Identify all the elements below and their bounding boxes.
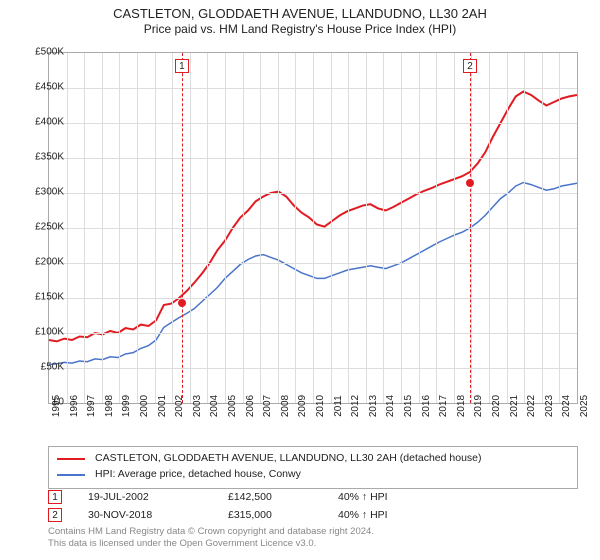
sale-row-1: 1 19-JUL-2002 £142,500 40% ↑ HPI [48,488,578,506]
y-axis-label: £300K [18,187,64,198]
y-axis-label: £400K [18,117,64,128]
x-axis-label: 2020 [491,395,502,417]
chart-container: CASTLETON, GLODDAETH AVENUE, LLANDUDNO, … [0,0,600,560]
legend-row-subject: CASTLETON, GLODDAETH AVENUE, LLANDUDNO, … [57,451,569,467]
x-axis-label: 2016 [421,395,432,417]
legend-swatch-subject [57,458,85,460]
attribution-line1: Contains HM Land Registry data © Crown c… [48,526,578,538]
legend-label-hpi: HPI: Average price, detached house, Conw… [95,467,301,483]
sale-pct-1: 40% ↑ HPI [338,491,458,503]
x-axis-label: 2001 [157,395,168,417]
x-axis-label: 1997 [86,395,97,417]
x-axis-label: 2017 [438,395,449,417]
sale-marker-1: 1 [48,490,62,504]
sale-price-1: £142,500 [228,491,338,503]
y-axis-label: £250K [18,222,64,233]
event-dot [178,299,186,307]
event-vline [182,53,183,403]
x-axis-label: 2021 [509,395,520,417]
title-line2: Price paid vs. HM Land Registry's House … [0,22,600,37]
x-axis-label: 2012 [350,395,361,417]
x-axis-label: 1998 [104,395,115,417]
sale-row-2: 2 30-NOV-2018 £315,000 40% ↑ HPI [48,506,578,524]
x-axis-label: 2009 [297,395,308,417]
x-axis-label: 2007 [262,395,273,417]
title-block: CASTLETON, GLODDAETH AVENUE, LLANDUDNO, … [0,0,600,37]
event-dot [466,179,474,187]
y-axis-label: £150K [18,292,64,303]
y-axis-label: £500K [18,47,64,58]
event-badge: 2 [463,59,477,73]
x-axis-label: 1996 [69,395,80,417]
legend-label-subject: CASTLETON, GLODDAETH AVENUE, LLANDUDNO, … [95,451,482,467]
x-axis-label: 2014 [385,395,396,417]
x-axis-label: 1995 [51,395,62,417]
event-vline [470,53,471,403]
y-axis-label: £200K [18,257,64,268]
legend-swatch-hpi [57,474,85,476]
x-axis-label: 2019 [473,395,484,417]
title-line1: CASTLETON, GLODDAETH AVENUE, LLANDUDNO, … [0,6,600,22]
y-axis-label: £350K [18,152,64,163]
y-axis-label: £50K [18,362,64,373]
x-axis-label: 2025 [579,395,590,417]
x-axis-label: 2006 [245,395,256,417]
x-axis-label: 2002 [174,395,185,417]
x-axis-label: 2023 [544,395,555,417]
x-axis-label: 2005 [227,395,238,417]
y-axis-label: £100K [18,327,64,338]
x-axis-label: 1999 [121,395,132,417]
sale-date-2: 30-NOV-2018 [88,509,228,521]
x-axis-label: 2000 [139,395,150,417]
event-badge: 1 [175,59,189,73]
sales-table: 1 19-JUL-2002 £142,500 40% ↑ HPI 2 30-NO… [48,488,578,524]
attribution: Contains HM Land Registry data © Crown c… [48,526,578,551]
x-axis-label: 2013 [368,395,379,417]
x-axis-label: 2010 [315,395,326,417]
x-axis-label: 2024 [561,395,572,417]
sale-date-1: 19-JUL-2002 [88,491,228,503]
x-axis-label: 2022 [526,395,537,417]
sale-price-2: £315,000 [228,509,338,521]
y-axis-label: £450K [18,82,64,93]
legend-row-hpi: HPI: Average price, detached house, Conw… [57,467,569,483]
x-axis-label: 2003 [192,395,203,417]
x-axis-label: 2011 [333,395,344,417]
x-axis-label: 2008 [280,395,291,417]
chart-plot-area: 12 [48,52,578,404]
sale-marker-2: 2 [48,508,62,522]
x-axis-label: 2018 [456,395,467,417]
x-axis-label: 2015 [403,395,414,417]
attribution-line2: This data is licensed under the Open Gov… [48,538,578,550]
sale-pct-2: 40% ↑ HPI [338,509,458,521]
x-axis-label: 2004 [209,395,220,417]
legend: CASTLETON, GLODDAETH AVENUE, LLANDUDNO, … [48,446,578,489]
